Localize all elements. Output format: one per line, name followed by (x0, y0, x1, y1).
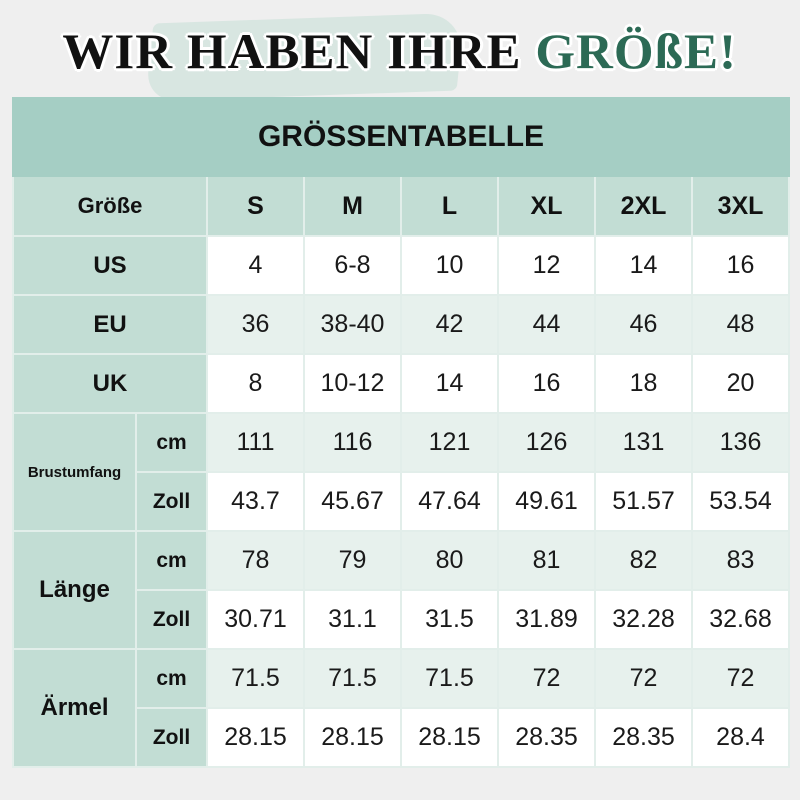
table-row: Zoll 28.15 28.15 28.15 28.35 28.35 28.4 (13, 707, 791, 768)
table-cell: 12 (497, 235, 596, 296)
table-cell: 72 (497, 648, 596, 709)
table-cell: 45.67 (303, 471, 402, 532)
row-label: UK (12, 353, 208, 414)
size-header-cell: M (303, 175, 402, 237)
group-label: Länge (12, 530, 137, 650)
size-header-cell: 3XL (690, 175, 791, 237)
table-cell: 31.5 (400, 589, 499, 650)
table-cell: 71.5 (206, 648, 305, 709)
table-cell: 51.57 (594, 471, 693, 532)
table-row: Länge cm 78 79 80 81 82 83 (12, 530, 791, 650)
table-cell: 71.5 (400, 648, 499, 709)
table-cell: 72 (690, 648, 791, 709)
size-header-cell: 2XL (594, 175, 693, 237)
table-cell: 31.89 (497, 589, 596, 650)
table-cell: 43.7 (206, 471, 305, 532)
unit-label: cm (135, 530, 208, 591)
headline-text: WIR HABEN IHRE (62, 23, 522, 79)
table-row: Zoll 43.7 45.67 47.64 49.61 51.57 53.54 (13, 471, 791, 532)
table-cell: 78 (206, 530, 305, 591)
table-row: Zoll 30.71 31.1 31.5 31.89 32.28 32.68 (13, 589, 791, 650)
table-cell: 83 (690, 530, 791, 591)
table-cell: 46 (594, 294, 693, 355)
size-header-row: Größe S M L XL 2XL 3XL (12, 175, 791, 237)
table-cell: 47.64 (400, 471, 499, 532)
table-row: US 4 6-8 10 12 14 16 (12, 235, 791, 296)
unit-label: cm (135, 412, 208, 473)
table-cell: 20 (690, 353, 791, 414)
size-header-label: Größe (12, 175, 208, 237)
table-cell: 72 (594, 648, 693, 709)
table-cell: 28.15 (206, 707, 305, 768)
unit-label: cm (135, 648, 208, 709)
table-cell: 48 (690, 294, 791, 355)
table-cell: 79 (303, 530, 402, 591)
table-cell: 82 (594, 530, 693, 591)
table-cell: 131 (594, 412, 693, 473)
table-cell: 42 (400, 294, 499, 355)
table-cell: 80 (400, 530, 499, 591)
table-cell: 121 (400, 412, 499, 473)
group-label: Brustumfang (12, 412, 137, 532)
table-cell: 28.35 (594, 707, 693, 768)
headline-accent-text: GRÖßE! (535, 23, 738, 79)
table-cell: 28.35 (497, 707, 596, 768)
table-cell: 10 (400, 235, 499, 296)
unit-label: Zoll (135, 707, 208, 768)
table-cell: 116 (303, 412, 402, 473)
table-cell: 14 (400, 353, 499, 414)
table-cell: 38-40 (303, 294, 402, 355)
table-cell: 44 (497, 294, 596, 355)
table-cell: 28.15 (400, 707, 499, 768)
table-cell: 126 (497, 412, 596, 473)
table-cell: 32.68 (690, 589, 791, 650)
table-cell: 136 (690, 412, 791, 473)
table-cell: 16 (497, 353, 596, 414)
table-row: UK 8 10-12 14 16 18 20 (12, 353, 791, 414)
row-label: US (12, 235, 208, 296)
table-cell: 16 (690, 235, 791, 296)
table-cell: 111 (206, 412, 305, 473)
table-cell: 28.15 (303, 707, 402, 768)
table-row: EU 36 38-40 42 44 46 48 (12, 294, 791, 355)
table-cell: 32.28 (594, 589, 693, 650)
group-label: Ärmel (12, 648, 137, 768)
size-header-cell: XL (497, 175, 596, 237)
size-header-cell: L (400, 175, 499, 237)
row-label: EU (12, 294, 208, 355)
table-cell: 8 (206, 353, 305, 414)
table-cell: 10-12 (303, 353, 402, 414)
size-header-cell: S (206, 175, 305, 237)
table-cell: 71.5 (303, 648, 402, 709)
headline: WIR HABEN IHRE GRÖßE! (0, 22, 800, 80)
table-cell: 31.1 (303, 589, 402, 650)
table-cell: 4 (206, 235, 305, 296)
table-row: Ärmel cm 71.5 71.5 71.5 72 72 72 (12, 648, 791, 768)
size-chart-table: GRÖSSENTABELLE Größe S M L XL 2XL 3XL US 4 6-8 10 1… (11, 97, 791, 768)
table-cell: 49.61 (497, 471, 596, 532)
table-cell: 36 (206, 294, 305, 355)
table-title-row: GRÖSSENTABELLE (11, 97, 791, 177)
table-cell: 28.4 (690, 707, 791, 768)
table-cell: 53.54 (690, 471, 791, 532)
table-cell: 81 (497, 530, 596, 591)
table-title: GRÖSSENTABELLE (11, 97, 791, 177)
unit-label: Zoll (135, 589, 208, 650)
table-cell: 18 (594, 353, 693, 414)
table-row: Brustumfang cm 111 116 121 126 131 136 (12, 412, 791, 532)
table-cell: 30.71 (206, 589, 305, 650)
table-cell: 14 (594, 235, 693, 296)
unit-label: Zoll (135, 471, 208, 532)
table-cell: 6-8 (303, 235, 402, 296)
